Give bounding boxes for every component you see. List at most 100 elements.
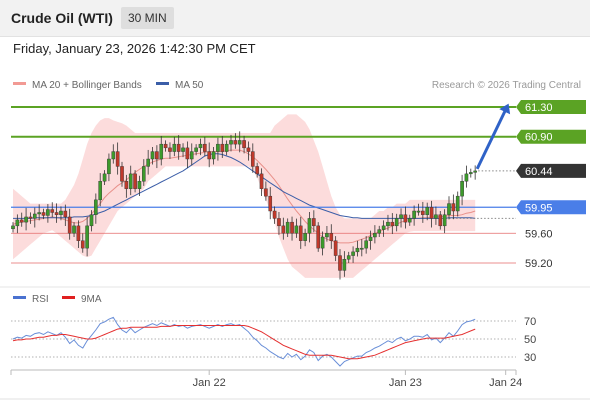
candle-body xyxy=(381,225,386,230)
price-label-support: 59.20 xyxy=(525,258,553,270)
candle-body xyxy=(325,233,329,238)
candle-body xyxy=(94,199,98,215)
candle-body xyxy=(128,173,133,189)
candle-body xyxy=(451,203,456,212)
timeframe-badge[interactable]: 30 MIN xyxy=(121,7,174,29)
candle-body xyxy=(203,143,207,152)
candle-body xyxy=(316,225,321,249)
candle-body xyxy=(272,210,277,219)
candle-body xyxy=(11,225,15,230)
candle-body xyxy=(185,147,190,160)
candle-body xyxy=(460,181,464,197)
candle-body xyxy=(194,147,198,152)
candle-body xyxy=(115,151,120,167)
candle-body xyxy=(15,219,20,227)
candle-body xyxy=(24,216,28,223)
ma20-legend-label: MA 20 + Bollinger Bands xyxy=(32,80,142,91)
candle-body xyxy=(181,147,185,152)
price-label-tag xyxy=(516,100,586,114)
candle-body xyxy=(390,221,395,227)
candle-body xyxy=(394,218,399,227)
candle-body xyxy=(346,255,351,260)
candle-body xyxy=(37,212,41,215)
price-label-tag xyxy=(516,129,586,144)
candle-body xyxy=(89,214,94,227)
candle-body xyxy=(455,195,460,212)
candle-body xyxy=(111,151,116,160)
candle-body xyxy=(307,218,312,234)
candle-body xyxy=(342,259,347,271)
price-label-resistance: 61.30 xyxy=(525,102,553,114)
rsi-ma-legend-swatch xyxy=(62,296,75,299)
forecast-arrow-head xyxy=(499,103,511,115)
candle-body xyxy=(421,210,425,215)
candle-body xyxy=(224,143,229,152)
rsi-axis-label: 70 xyxy=(524,316,536,328)
candle-body xyxy=(320,236,325,249)
chart-header: Crude Oil (WTI) 30 MIN xyxy=(0,0,590,37)
candle-body xyxy=(429,207,434,219)
candle-body xyxy=(107,158,111,175)
candle-body xyxy=(229,140,233,145)
candle-body xyxy=(176,143,181,152)
candle-body xyxy=(399,214,403,219)
candle-body xyxy=(355,247,360,253)
candle-body xyxy=(98,181,102,201)
ma50-legend: MA 50 xyxy=(156,80,203,91)
candle-body xyxy=(141,166,146,182)
candle-body xyxy=(63,210,68,218)
candle-body xyxy=(438,214,443,227)
rsi-axis-label: 50 xyxy=(524,334,536,346)
rsi-axis-label: 30 xyxy=(524,352,536,364)
candle-body xyxy=(268,195,273,212)
candle-body xyxy=(237,140,242,145)
candle-body xyxy=(168,147,172,152)
instrument-title: Crude Oil (WTI) xyxy=(11,10,113,26)
candle-body xyxy=(54,212,59,215)
candle-body xyxy=(298,225,303,241)
price-label-pivot: 59.95 xyxy=(525,202,553,214)
ma20-legend-swatch xyxy=(13,82,26,85)
price-label-current: 60.44 xyxy=(525,166,553,178)
candle-body xyxy=(264,188,268,197)
candle-body xyxy=(250,151,255,167)
candle-body xyxy=(246,147,251,152)
ma50-legend-label: MA 50 xyxy=(175,80,204,91)
candle-body xyxy=(303,233,307,241)
candle-body xyxy=(255,166,259,175)
price-label-resistance: 60.90 xyxy=(525,132,553,144)
candle-body xyxy=(434,214,438,219)
rsi-ma-legend: 9MA xyxy=(62,294,102,305)
candle-body xyxy=(277,218,281,227)
x-axis-label: Jan 22 xyxy=(193,377,226,389)
candle-body xyxy=(233,140,238,145)
candle-body xyxy=(124,181,129,189)
candle-body xyxy=(189,151,194,160)
candle-body xyxy=(442,214,447,227)
candle-body xyxy=(373,233,377,238)
rsi-ma-legend-label: 9MA xyxy=(81,294,102,305)
candle-body xyxy=(285,221,290,234)
candle-body xyxy=(425,207,430,215)
candle-body xyxy=(155,151,159,160)
ma20-legend: MA 20 + Bollinger Bands xyxy=(13,80,142,91)
candle-body xyxy=(163,143,168,149)
candle-body xyxy=(469,172,473,175)
candle-body xyxy=(259,173,264,189)
candle-body xyxy=(364,240,368,249)
candle-body xyxy=(351,251,355,256)
candle-body xyxy=(312,218,316,227)
candle-body xyxy=(464,173,469,182)
candle-body xyxy=(33,213,37,219)
candle-body xyxy=(102,173,107,182)
candle-body xyxy=(403,214,408,223)
candle-body xyxy=(294,225,299,234)
candle-body xyxy=(242,140,246,149)
price-label-tag xyxy=(516,163,586,178)
candle-body xyxy=(146,158,150,167)
datetime-label: Friday, January 23, 2026 1:42:30 PM CET xyxy=(13,41,256,56)
candle-body xyxy=(377,229,382,234)
candle-body xyxy=(72,225,76,234)
research-credit: Research © 2026 Trading Central xyxy=(431,80,581,91)
